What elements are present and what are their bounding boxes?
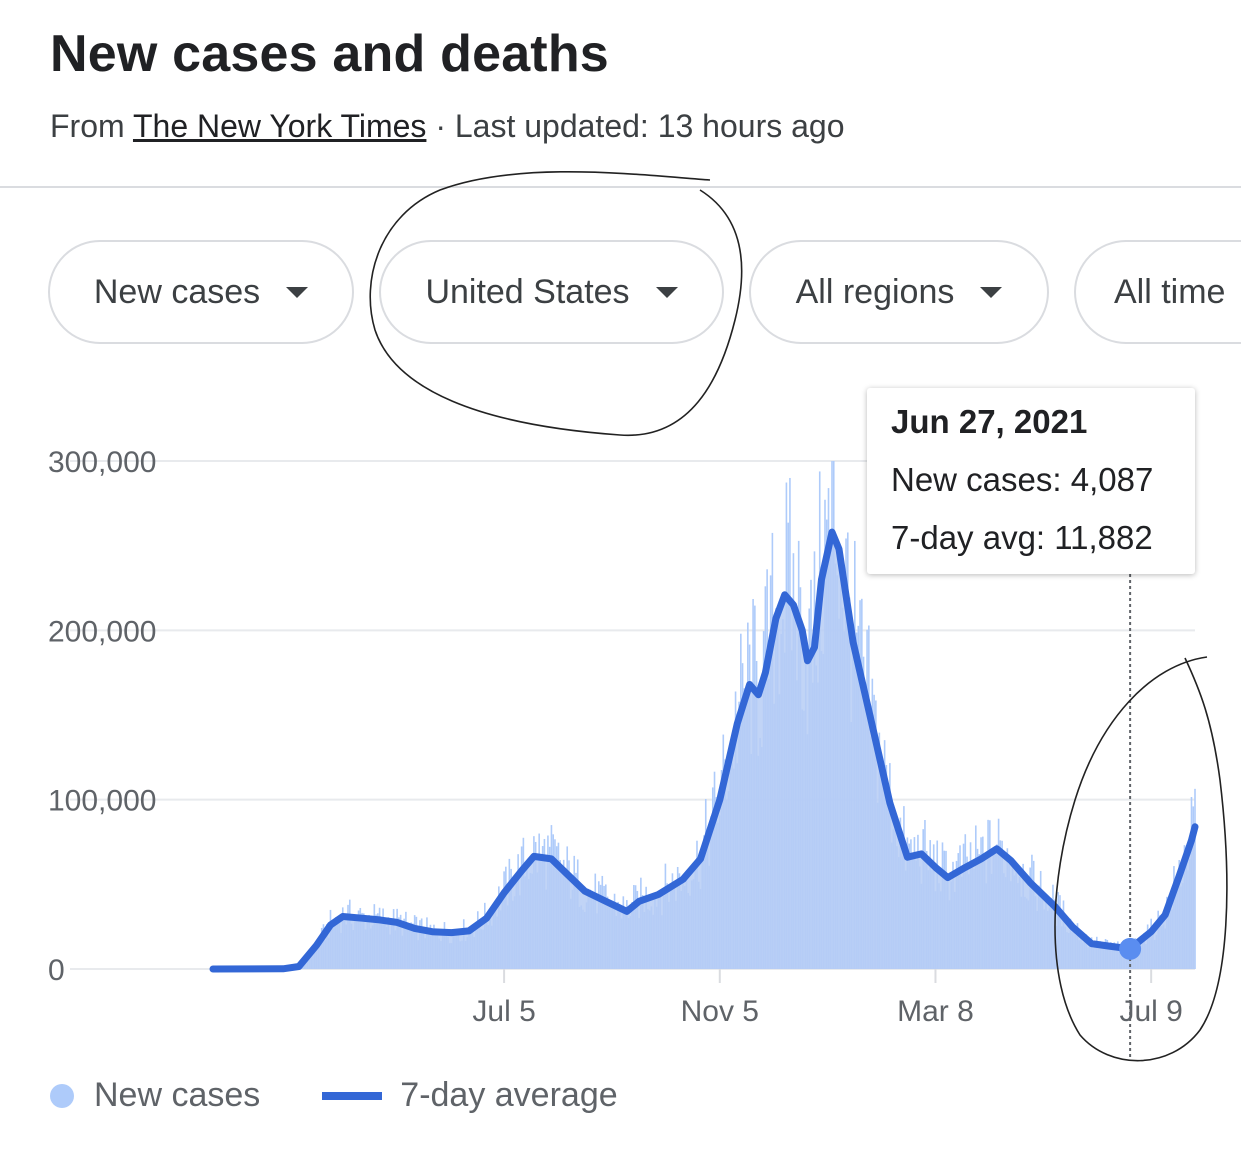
y-tick-label: 200,000 [48,615,156,648]
legend-line-label: 7-day average [400,1076,618,1114]
seven-day-average-line [209,528,1199,973]
page-title: New cases and deaths [50,25,609,83]
y-tick-label: 100,000 [48,785,156,818]
x-tick-label: Nov 5 [681,995,759,1028]
chart-legend: New cases 7-day average [50,1076,618,1115]
last-updated: · Last updated: 13 hours ago [426,108,845,144]
data-tooltip: Jun 27, 2021 New cases: 4,087 7-day avg:… [867,388,1195,574]
tooltip-date: Jun 27, 2021 [891,403,1088,440]
time-range-dropdown-label: All time [1114,272,1226,311]
cases-area [213,532,1195,969]
chevron-down-icon [286,286,309,298]
source-prefix: From [50,108,133,144]
legend-bars-swatch [50,1083,74,1108]
tooltip-new-cases: New cases: 4,087 [891,461,1154,498]
source-line: From The New York Times · Last updated: … [50,108,845,145]
x-tick-label: Jul 5 [472,995,535,1028]
chevron-down-icon [980,286,1003,298]
regions-dropdown-label: All regions [795,272,955,311]
tooltip-average: 7-day avg: 11,882 [891,519,1153,556]
y-tick-label: 0 [48,954,65,987]
metric-dropdown-label: New cases [93,272,261,311]
y-tick-label: 300,000 [48,446,156,479]
location-dropdown[interactable]: United States [379,240,724,344]
metric-dropdown[interactable]: New cases [48,240,354,344]
hover-point[interactable] [1119,937,1142,960]
legend-line-swatch [322,1091,383,1100]
chevron-down-icon [655,286,678,298]
header-divider [0,186,1241,188]
source-link[interactable]: The New York Times [132,108,427,144]
x-tick-label: Mar 8 [897,995,974,1028]
time-range-dropdown[interactable]: All time [1074,240,1241,344]
legend-bars-label: New cases [94,1076,261,1114]
regions-dropdown[interactable]: All regions [749,240,1049,344]
x-tick-label: Jul 9 [1119,995,1182,1028]
location-dropdown-label: United States [425,272,630,311]
